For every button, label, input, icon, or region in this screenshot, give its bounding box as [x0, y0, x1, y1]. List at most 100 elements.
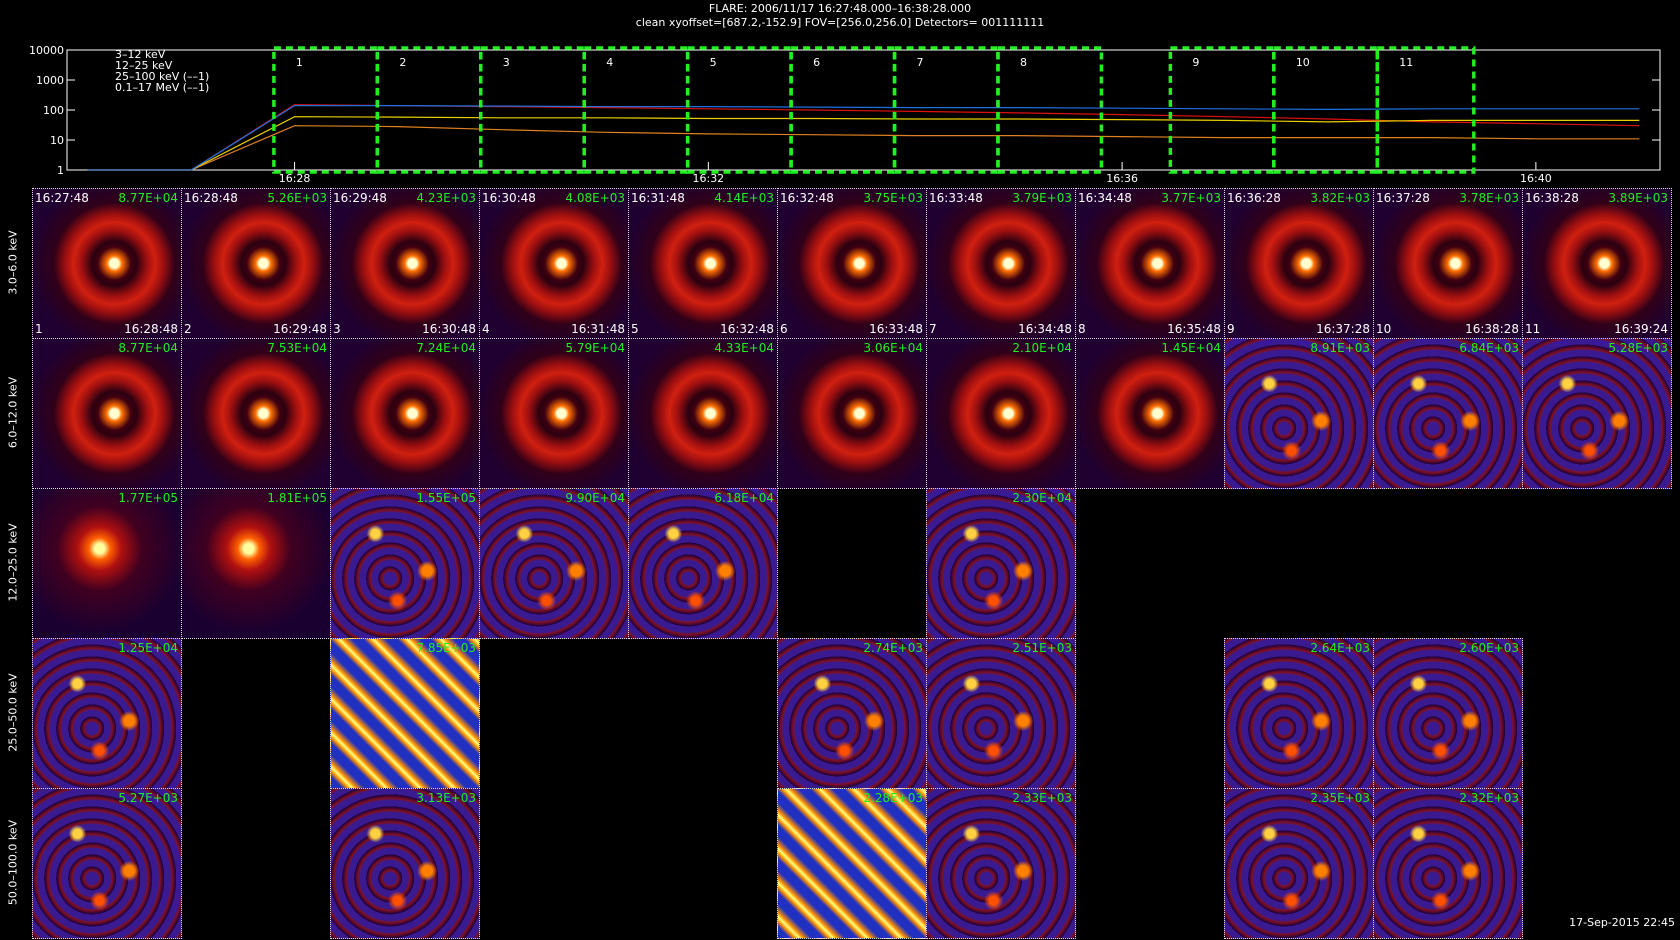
- x-tick-label: 16:28: [279, 172, 311, 185]
- panel-end-time: 16:39:24: [1614, 322, 1668, 336]
- interval-label: 9: [1192, 56, 1199, 69]
- panel-value: 1.45E+04: [1161, 341, 1221, 355]
- image-panel: 2.33E+03: [926, 788, 1076, 939]
- image-panel: 8.77E+04 16:27:48 1 16:28:48: [32, 188, 182, 339]
- panel-value: 8.91E+03: [1310, 341, 1370, 355]
- image-panel: 3.77E+03 16:34:48 8 16:35:48: [1075, 188, 1225, 339]
- panel-index: 5: [631, 322, 639, 336]
- panel-value: 5.27E+03: [118, 791, 178, 805]
- title: FLARE: 2006/11/17 16:27:48.000–16:38:28.…: [709, 2, 971, 15]
- panel-start-time: 16:33:48: [929, 191, 983, 205]
- x-tick-label: 16:36: [1106, 172, 1138, 185]
- image-panel: 2.35E+03: [1224, 788, 1374, 939]
- panel-value: 2.10E+04: [1012, 341, 1072, 355]
- y-tick-label: 100: [43, 104, 64, 117]
- panel-start-time: 16:34:48: [1078, 191, 1132, 205]
- image-panel: 6.84E+03: [1373, 338, 1523, 489]
- panel-end-time: 16:35:48: [1167, 322, 1221, 336]
- interval-box: [996, 46, 1104, 174]
- panel-value: 2.51E+03: [1012, 641, 1072, 655]
- panel-value: 2.28E+03: [863, 791, 923, 805]
- interval-label: 6: [813, 56, 820, 69]
- y-tick-label: 1000: [36, 74, 64, 87]
- panel-start-time: 16:28:48: [184, 191, 238, 205]
- panel-start-time: 16:37:28: [1376, 191, 1430, 205]
- legend-entry: 0.1–17 MeV (––1): [115, 81, 209, 94]
- legend-entry: 25–100 keV (––1): [115, 70, 209, 83]
- interval-label: 2: [399, 56, 406, 69]
- panel-end-time: 16:29:48: [273, 322, 327, 336]
- image-panel: 6.18E+04: [628, 488, 778, 639]
- plot-frame: [66, 49, 1661, 171]
- image-panel: 3.75E+03 16:32:48 6 16:33:48: [777, 188, 927, 339]
- panel-index: 1: [35, 322, 43, 336]
- panel-value: 8.77E+04: [118, 191, 178, 205]
- panel-value: 3.06E+04: [863, 341, 923, 355]
- panel-value: 4.08E+03: [565, 191, 625, 205]
- image-panel: 2.32E+03: [1373, 788, 1523, 939]
- x-tick-label: 16:32: [692, 172, 724, 185]
- panel-value: 3.79E+03: [1012, 191, 1072, 205]
- interval-box: [1272, 46, 1380, 174]
- interval-label: 10: [1296, 56, 1310, 69]
- panel-end-time: 16:34:48: [1018, 322, 1072, 336]
- panel-value: 7.53E+04: [267, 341, 327, 355]
- y-tick-label: 1: [57, 164, 64, 177]
- interval-label: 11: [1399, 56, 1413, 69]
- panel-value: 7.24E+04: [416, 341, 476, 355]
- panel-value: 1.25E+04: [118, 641, 178, 655]
- panel-end-time: 16:37:28: [1316, 322, 1370, 336]
- panel-value: 9.90E+04: [565, 491, 625, 505]
- image-panel: 4.14E+03 16:31:48 5 16:32:48: [628, 188, 778, 339]
- panel-value: 3.75E+03: [863, 191, 923, 205]
- panel-value: 5.26E+03: [267, 191, 327, 205]
- panel-value: 3.13E+03: [416, 791, 476, 805]
- interval-box: [272, 46, 380, 174]
- panel-end-time: 16:32:48: [720, 322, 774, 336]
- panel-start-time: 16:36:28: [1227, 191, 1281, 205]
- image-panel: 4.08E+03 16:30:48 4 16:31:48: [479, 188, 629, 339]
- panel-start-time: 16:32:48: [780, 191, 834, 205]
- panel-index: 3: [333, 322, 341, 336]
- image-panel: 3.13E+03: [330, 788, 480, 939]
- panel-index: 8: [1078, 322, 1086, 336]
- image-panel: 2.51E+03: [926, 638, 1076, 789]
- image-panel: 2.60E+03: [1373, 638, 1523, 789]
- image-panel: 2.28E+03: [777, 788, 927, 939]
- series-line: [87, 116, 1640, 171]
- panel-value: 3.77E+03: [1161, 191, 1221, 205]
- series-line: [87, 105, 1640, 171]
- image-panel: 7.85E+03: [330, 638, 480, 789]
- image-panel: 5.79E+04: [479, 338, 629, 489]
- interval-label: 3: [503, 56, 510, 69]
- x-tick-label: 16:40: [1520, 172, 1552, 185]
- panel-start-time: 16:30:48: [482, 191, 536, 205]
- image-panel: 7.24E+04: [330, 338, 480, 489]
- panel-end-time: 16:33:48: [869, 322, 923, 336]
- interval-box: [375, 46, 483, 174]
- panel-value: 4.14E+03: [714, 191, 774, 205]
- interval-box: [1375, 46, 1476, 174]
- image-panel: 3.89E+03 16:38:28 11 16:39:24: [1522, 188, 1672, 339]
- image-panel: 5.26E+03 16:28:48 2 16:29:48: [181, 188, 331, 339]
- panel-index: 2: [184, 322, 192, 336]
- image-panel: 5.28E+03: [1522, 338, 1672, 489]
- interval-label: 7: [917, 56, 924, 69]
- interval-box: [479, 46, 586, 174]
- interval-box: [789, 46, 897, 174]
- interval-box: [582, 46, 690, 174]
- panel-value: 1.55E+05: [416, 491, 476, 505]
- panel-start-time: 16:31:48: [631, 191, 685, 205]
- panel-value: 5.28E+03: [1608, 341, 1668, 355]
- panel-end-time: 16:38:28: [1465, 322, 1519, 336]
- panel-value: 7.85E+03: [416, 641, 476, 655]
- panel-end-time: 16:31:48: [571, 322, 625, 336]
- y-tick-label: 10: [50, 134, 64, 147]
- panel-index: 6: [780, 322, 788, 336]
- panel-value: 2.30E+04: [1012, 491, 1072, 505]
- series-line: [87, 125, 1640, 171]
- image-panel: 4.23E+03 16:29:48 3 16:30:48: [330, 188, 480, 339]
- y-tick-label: 10000: [29, 44, 64, 57]
- panel-start-time: 16:29:48: [333, 191, 387, 205]
